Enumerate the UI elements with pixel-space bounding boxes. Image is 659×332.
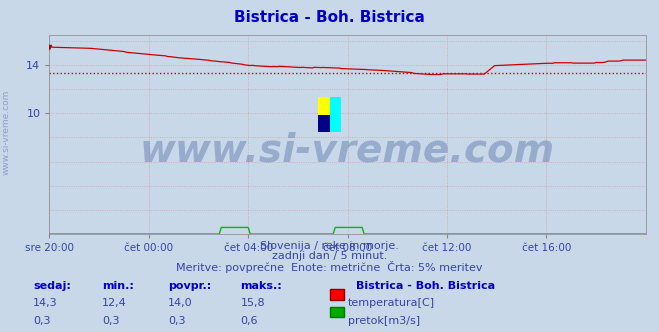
Text: temperatura[C]: temperatura[C] <box>348 298 435 308</box>
Text: 15,8: 15,8 <box>241 298 265 308</box>
Bar <box>330 97 341 115</box>
Text: Slovenija / reke in morje.: Slovenija / reke in morje. <box>260 241 399 251</box>
Text: povpr.:: povpr.: <box>168 281 212 290</box>
Text: www.si-vreme.com: www.si-vreme.com <box>140 131 556 169</box>
Text: 14,0: 14,0 <box>168 298 192 308</box>
Text: pretok[m3/s]: pretok[m3/s] <box>348 316 420 326</box>
Text: www.si-vreme.com: www.si-vreme.com <box>2 90 11 176</box>
Text: 14,3: 14,3 <box>33 298 57 308</box>
Text: 12,4: 12,4 <box>102 298 127 308</box>
Bar <box>318 115 330 132</box>
Text: Bistrica - Boh. Bistrica: Bistrica - Boh. Bistrica <box>234 10 425 25</box>
Text: 0,3: 0,3 <box>168 316 186 326</box>
Bar <box>330 115 341 132</box>
Text: 0,3: 0,3 <box>33 316 51 326</box>
Text: 0,3: 0,3 <box>102 316 120 326</box>
Text: Meritve: povprečne  Enote: metrične  Črta: 5% meritev: Meritve: povprečne Enote: metrične Črta:… <box>176 261 483 273</box>
Bar <box>318 97 330 115</box>
Text: maks.:: maks.: <box>241 281 282 290</box>
Text: sedaj:: sedaj: <box>33 281 71 290</box>
Text: min.:: min.: <box>102 281 134 290</box>
Text: zadnji dan / 5 minut.: zadnji dan / 5 minut. <box>272 251 387 261</box>
Text: Bistrica - Boh. Bistrica: Bistrica - Boh. Bistrica <box>356 281 495 290</box>
Text: 0,6: 0,6 <box>241 316 258 326</box>
